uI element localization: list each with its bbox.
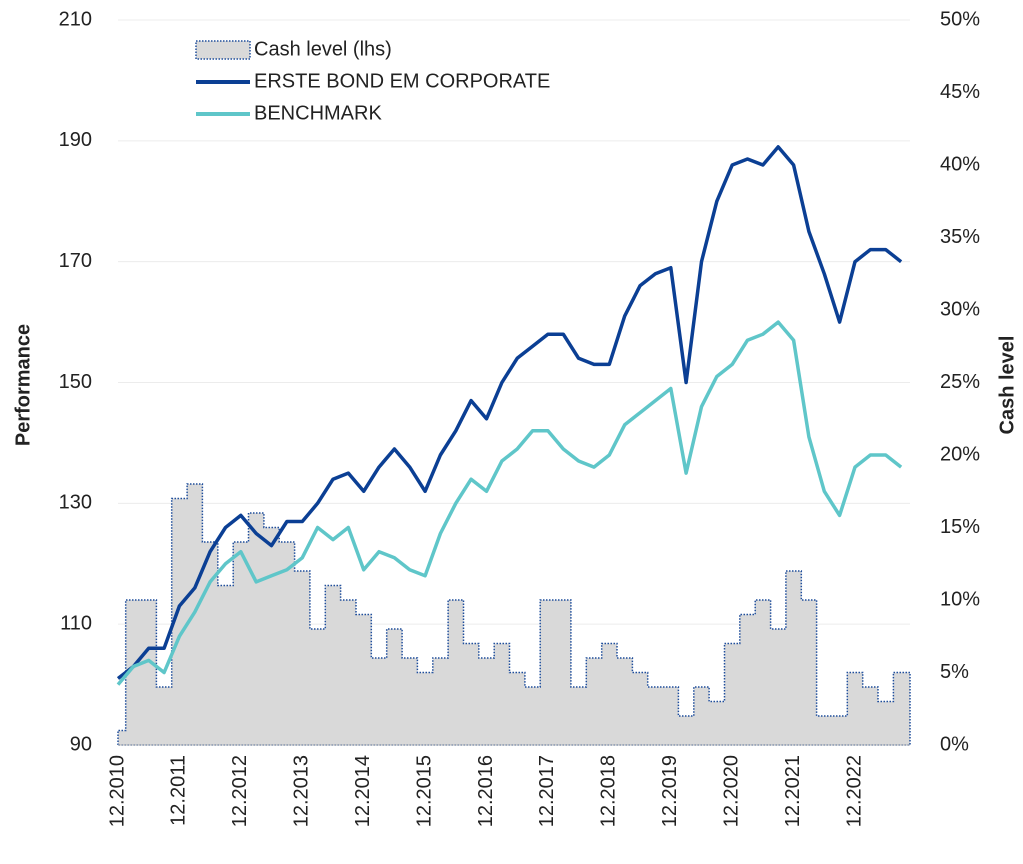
y-axis-label: Performance xyxy=(12,324,34,446)
y-tick-label: 110 xyxy=(60,612,92,634)
y2-tick-label: 0% xyxy=(940,733,969,755)
x-tick-label: 12.2012 xyxy=(229,755,251,827)
y2-axis-label: Cash level xyxy=(996,336,1018,435)
y-tick-label: 190 xyxy=(59,129,92,151)
x-tick-label: 12.2020 xyxy=(720,755,742,827)
x-tick-label: 12.2010 xyxy=(106,755,128,827)
cash-area xyxy=(117,483,911,746)
y-tick-label: 90 xyxy=(70,733,92,755)
y2-tick-label: 10% xyxy=(940,588,980,610)
legend-label: BENCHMARK xyxy=(254,102,382,124)
y-tick-label: 170 xyxy=(59,250,92,272)
x-tick-label: 12.2014 xyxy=(352,755,374,827)
x-tick-label: 12.2018 xyxy=(598,755,620,827)
y2-tick-label: 50% xyxy=(940,8,980,30)
y-tick-label: 130 xyxy=(59,492,92,514)
y2-tick-label: 25% xyxy=(940,371,980,393)
x-tick-label: 12.2022 xyxy=(843,755,865,827)
y2-tick-label: 15% xyxy=(940,516,980,538)
x-tick-label: 12.2021 xyxy=(782,755,804,827)
x-tick-label: 12.2017 xyxy=(536,755,558,827)
x-tick-label: 12.2016 xyxy=(475,755,497,827)
x-tick-label: 12.2011 xyxy=(168,755,190,826)
y2-tick-label: 20% xyxy=(940,443,980,465)
y2-tick-label: 45% xyxy=(940,81,980,103)
x-tick-label: 12.2013 xyxy=(291,755,313,827)
y2-tick-label: 5% xyxy=(940,661,969,683)
legend-label: Cash level (lhs) xyxy=(254,38,392,60)
line-series xyxy=(116,145,903,680)
legend-swatch xyxy=(195,40,251,60)
x-tick-label: 12.2019 xyxy=(659,755,681,827)
x-tick-label: 12.2015 xyxy=(413,755,435,827)
y-tick-label: 210 xyxy=(59,8,92,30)
legend-label: ERSTE BOND EM CORPORATE xyxy=(254,70,550,92)
y-tick-label: 150 xyxy=(59,371,92,393)
y2-tick-label: 35% xyxy=(940,226,980,248)
line-series xyxy=(116,320,903,686)
y2-tick-label: 30% xyxy=(940,298,980,320)
y2-tick-label: 40% xyxy=(940,153,980,175)
